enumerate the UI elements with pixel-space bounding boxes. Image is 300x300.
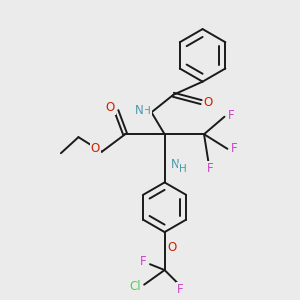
Text: F: F	[140, 255, 147, 268]
Text: H: H	[143, 106, 151, 116]
Text: O: O	[204, 96, 213, 109]
Text: O: O	[167, 241, 176, 254]
Text: O: O	[91, 142, 100, 155]
Text: O: O	[105, 101, 115, 114]
Text: F: F	[228, 109, 234, 122]
Text: F: F	[230, 142, 237, 155]
Text: N: N	[135, 104, 144, 117]
Text: N: N	[170, 158, 179, 171]
Text: F: F	[207, 162, 213, 175]
Text: Cl: Cl	[130, 280, 141, 292]
Text: F: F	[177, 283, 184, 296]
Text: H: H	[179, 164, 187, 174]
